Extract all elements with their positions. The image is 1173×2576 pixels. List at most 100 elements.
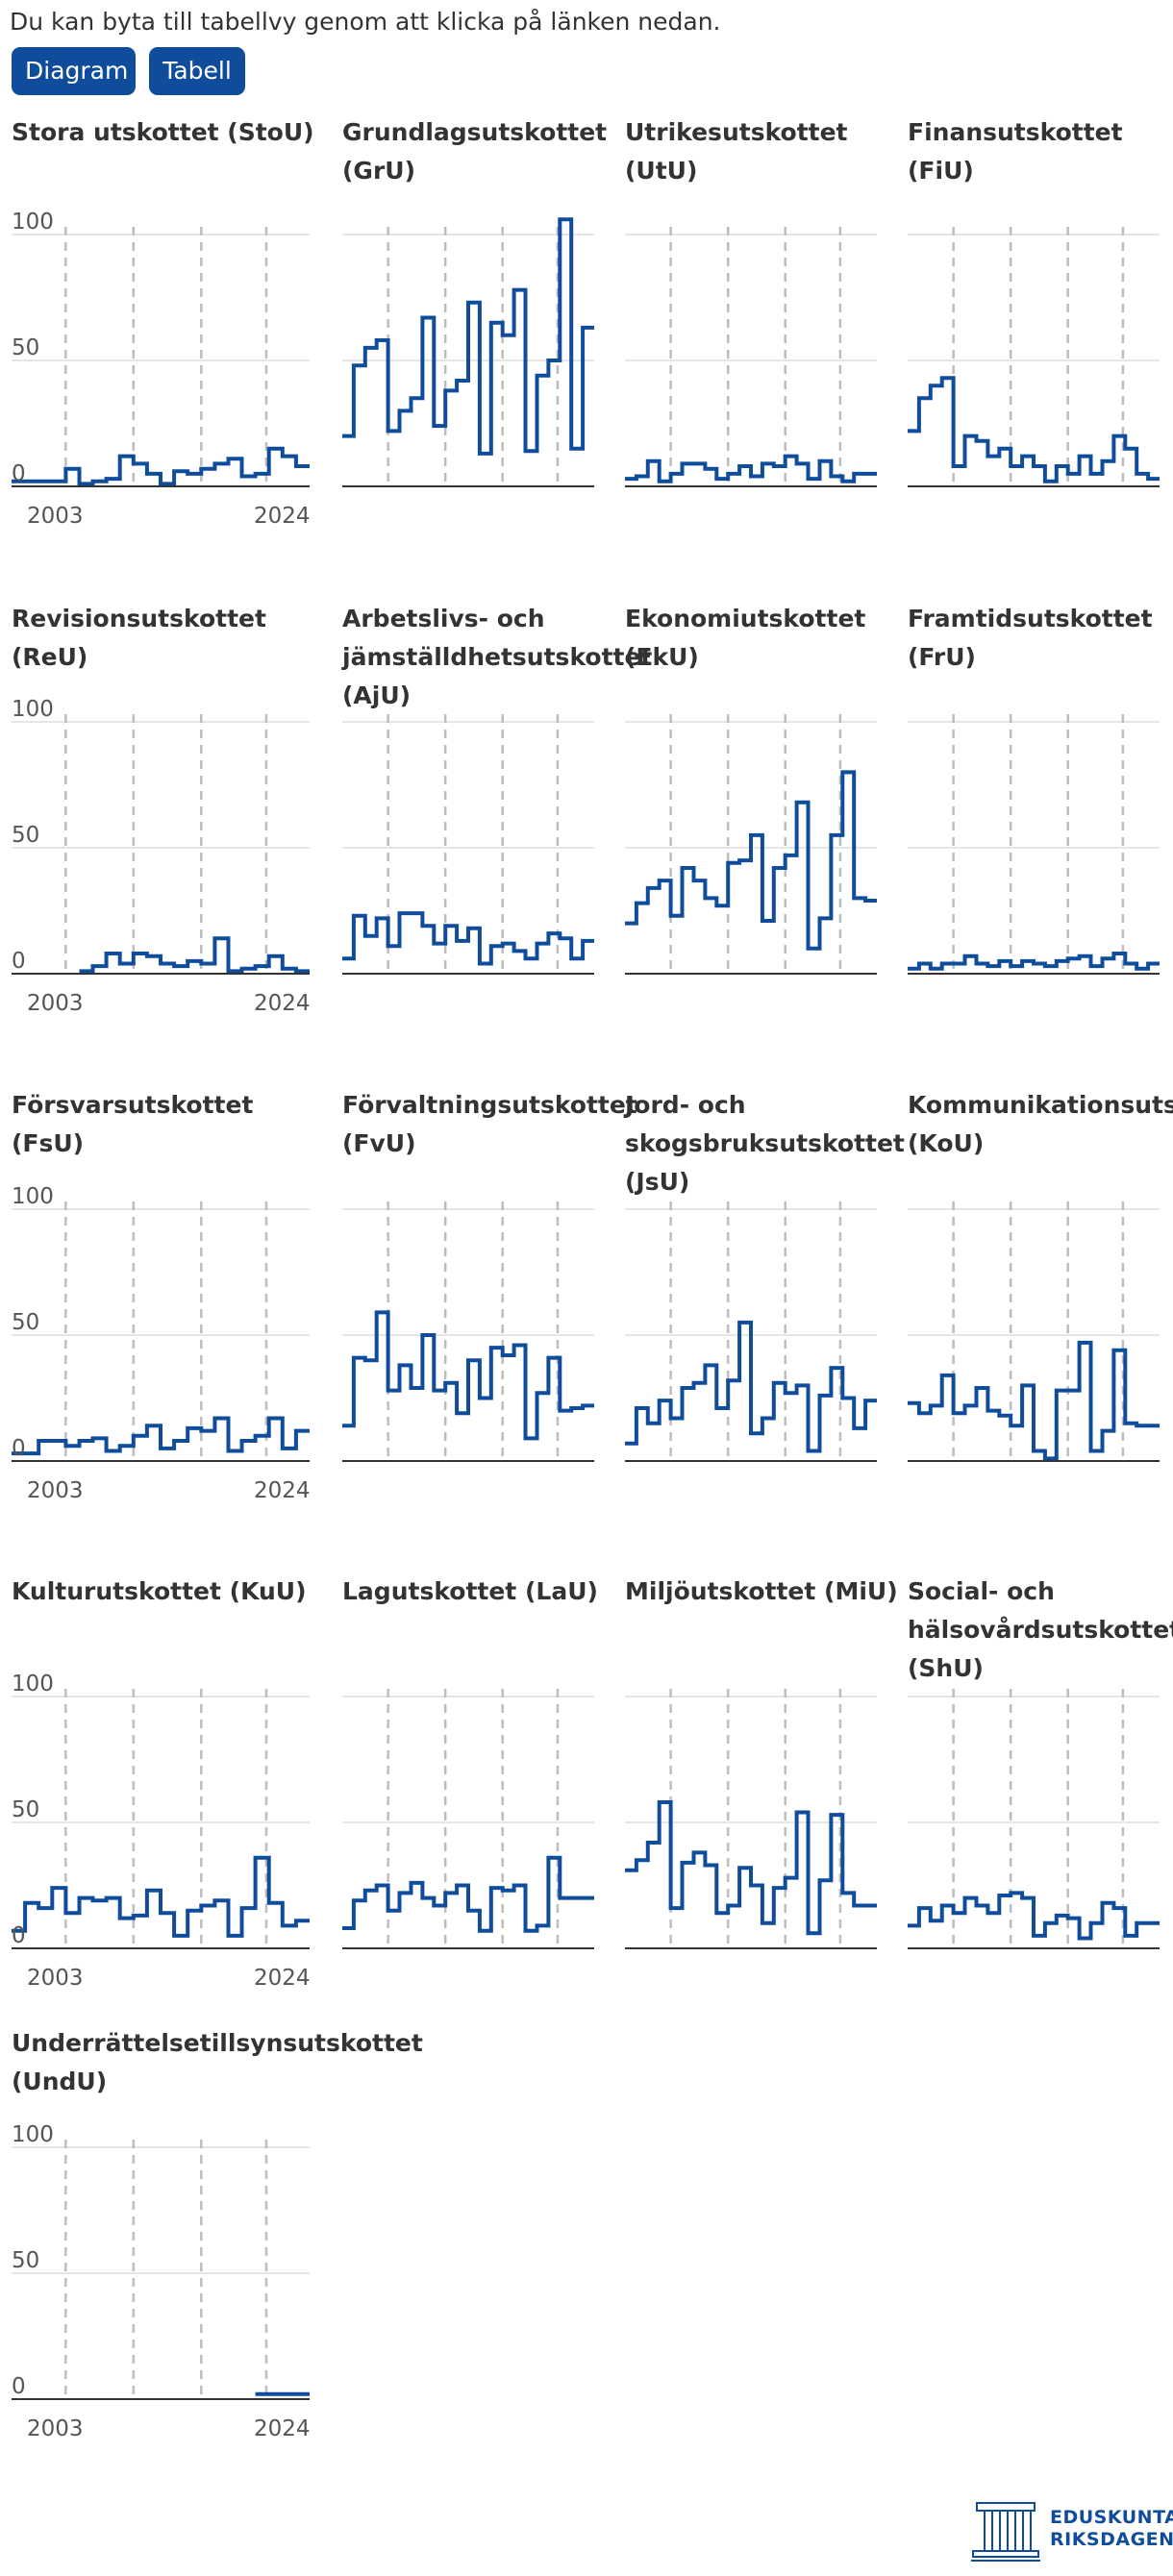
panel-title: Social- och hälsovårdsutskottet (ShU) [908, 1577, 1173, 1682]
diagram-button[interactable]: Diagram [12, 47, 136, 95]
x-tick-label: 2024 [254, 991, 311, 1016]
panel-chart-svg [625, 1689, 877, 1949]
y-tick-label: 100 [12, 210, 54, 235]
series-step-line [12, 1416, 310, 1456]
y-tick-label: 0 [12, 1436, 26, 1461]
panel-title: Framtidsutskottet (FrU) [908, 605, 1153, 671]
series-step-line [908, 952, 1160, 971]
series-step-line [625, 1320, 877, 1453]
y-tick-label: 0 [12, 949, 26, 974]
panel-chart-svg [625, 1201, 877, 1462]
committee-chart-panel: Underrättelsetillsynsutskottet (UndU) 0 50… [12, 2024, 423, 2457]
panel-chart-svg: 0 50 100 2003 2024 [12, 1184, 311, 1503]
series-step-line [908, 1340, 1160, 1461]
x-tick-label: 2024 [254, 1478, 311, 1503]
panel-chart-svg: 0 50 100 2003 2024 [12, 697, 311, 1016]
committee-chart-panel: Miljöutskottet (MiU) [625, 1573, 908, 2006]
committee-chart-panel: Grundlagsutskottet (GrU) [342, 113, 625, 544]
committee-chart-panel: Kommunikationsutskottet (KoU) [908, 1086, 1173, 1519]
panel-title: Jord- och skogsbruksutskottet (JsU) [625, 1091, 905, 1196]
panel-title: Underrättelsetillsynsutskottet (UndU) [12, 2029, 423, 2095]
panel-chart-svg [342, 714, 594, 975]
y-tick-label: 100 [12, 1184, 54, 1209]
y-tick-label: 0 [12, 461, 26, 486]
committee-chart-panel: Utrikesutskottet (UtU) [625, 113, 908, 544]
series-step-line [625, 770, 877, 951]
panel-chart-svg [625, 227, 877, 487]
panel-chart-svg [908, 1689, 1160, 1949]
committee-chart-panel: Social- och hälsovårdsutskottet (ShU) [908, 1573, 1173, 2006]
committee-chart-panel: Förvaltningsutskottet (FvU) [342, 1086, 637, 1519]
x-tick-label: 2024 [254, 2416, 311, 2441]
table-view-hint: Du kan byta till tabellvy genom att klic… [10, 8, 721, 36]
panel-chart-svg: 0 50 100 2003 2024 [12, 2122, 311, 2441]
y-tick-label: 100 [12, 1672, 54, 1697]
series-step-line [625, 1800, 877, 1936]
series-step-line [342, 217, 594, 456]
committee-chart-panel: Försvarsutskottet (FsU) 0 50 100 2003 2024 [12, 1086, 321, 1519]
panel-chart-svg: 0 50 100 2003 2024 [12, 210, 311, 529]
panel-chart-svg [625, 714, 877, 975]
series-step-line [908, 1891, 1160, 1941]
series-step-line [12, 1855, 310, 1938]
x-tick-label: 2003 [27, 2416, 84, 2441]
x-tick-label: 2003 [27, 504, 84, 529]
series-step-line [342, 1310, 594, 1441]
logo-text: EDUSKUNTA RIKSDAGEN [1050, 2507, 1173, 2551]
panel-title: Arbetslivs- och jämställdhetsutskottet (… [342, 605, 653, 709]
series-step-line [908, 376, 1160, 483]
table-button[interactable]: Tabell [149, 47, 245, 95]
y-tick-label: 100 [12, 2122, 54, 2147]
panel-chart-svg [342, 1201, 594, 1462]
panel-chart-svg [908, 714, 1160, 975]
panel-chart-svg [908, 1201, 1160, 1462]
y-tick-label: 50 [12, 1797, 39, 1822]
logo-line-1: EDUSKUNTA [1050, 2507, 1173, 2528]
y-tick-label: 0 [12, 2374, 26, 2399]
committee-chart-panel: Stora utskottet (StoU) 0 50 100 2003 2024 [12, 113, 321, 544]
panel-chart-svg [908, 227, 1160, 487]
panel-title: Förvaltningsutskottet (FvU) [342, 1091, 637, 1157]
y-tick-label: 50 [12, 335, 39, 360]
series-step-line [12, 446, 310, 486]
panel-chart-svg [342, 217, 594, 487]
panel-title: Ekonomiutskottet (EkU) [625, 605, 866, 671]
eduskunta-riksdagen-logo: EDUSKUNTA RIKSDAGEN [971, 2497, 1173, 2563]
series-step-line [79, 936, 310, 974]
series-step-line [625, 454, 877, 483]
series-step-line [342, 911, 594, 966]
panel-title: Finansutskottet (FiU) [908, 118, 1123, 185]
x-tick-label: 2003 [27, 1478, 84, 1503]
committee-chart-panel: Ekonomiutskottet (EkU) [625, 600, 908, 1031]
y-tick-label: 50 [12, 823, 39, 848]
committee-chart-panel: Lagutskottet (LaU) [342, 1573, 625, 2006]
panel-title: Utrikesutskottet (UtU) [625, 118, 848, 185]
x-tick-label: 2003 [27, 1966, 84, 1991]
committee-chart-panel: Revisionsutskottet (ReU) 0 50 100 2003 2024 [12, 600, 321, 1031]
series-step-line [342, 1855, 594, 1933]
y-tick-label: 50 [12, 2248, 39, 2273]
y-tick-label: 0 [12, 1923, 26, 1948]
logo-line-2: RIKSDAGEN [1050, 2529, 1173, 2550]
panel-title: Miljöutskottet (MiU) [625, 1577, 898, 1605]
panel-title: Försvarsutskottet (FsU) [12, 1091, 254, 1157]
panel-title: Grundlagsutskottet (GrU) [342, 118, 608, 185]
panel-chart-svg [342, 1689, 594, 1949]
committee-chart-panel: Jord- och skogsbruksutskottet (JsU) [625, 1086, 908, 1519]
panel-title: Lagutskottet (LaU) [342, 1577, 598, 1605]
panel-chart-svg: 0 50 100 2003 2024 [12, 1672, 311, 1991]
x-tick-label: 2003 [27, 991, 84, 1016]
committee-chart-panel: Framtidsutskottet (FrU) [908, 600, 1173, 1031]
panel-title: Stora utskottet (StoU) [12, 118, 314, 146]
x-tick-label: 2024 [254, 1966, 311, 1991]
panel-title: Revisionsutskottet (ReU) [12, 605, 266, 671]
parliament-building-icon [971, 2502, 1040, 2562]
y-tick-label: 100 [12, 697, 54, 722]
panel-title: Kulturutskottet (KuU) [12, 1577, 307, 1605]
committee-chart-panel: Finansutskottet (FiU) [908, 113, 1173, 544]
committee-chart-panel: Kulturutskottet (KuU) 0 50 100 2003 2024 [12, 1573, 321, 2006]
x-tick-label: 2024 [254, 504, 311, 529]
panel-title: Kommunikationsutskottet (KoU) [908, 1091, 1173, 1157]
y-tick-label: 50 [12, 1310, 39, 1335]
committee-chart-panel: Arbetslivs- och jämställdhetsutskottet (… [342, 600, 652, 1031]
